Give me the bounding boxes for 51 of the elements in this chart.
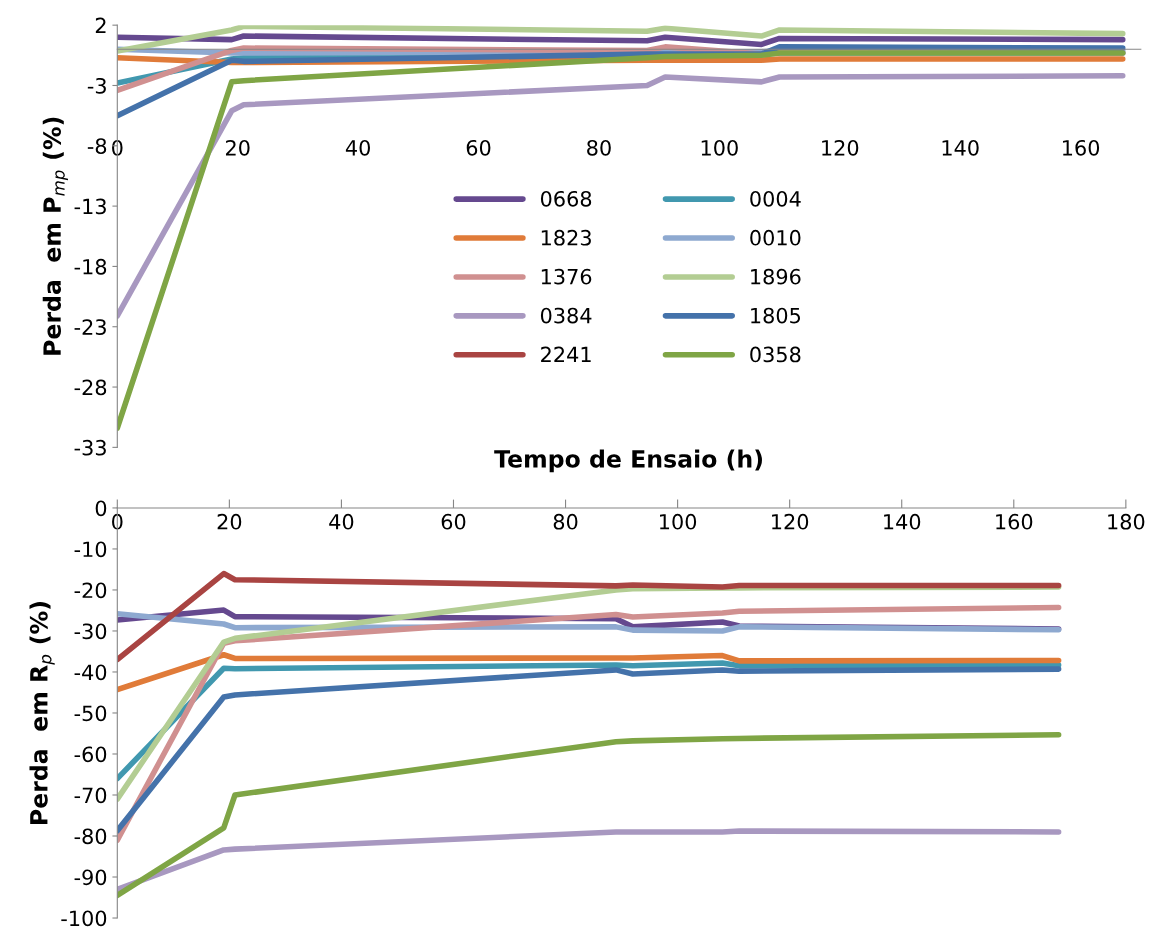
x-tick-label: 140 [942, 139, 979, 156]
y-tick-label: -30 [74, 623, 107, 640]
y-tick-label: -100 [61, 910, 107, 927]
y-tick-label: -80 [74, 828, 107, 845]
legend-label: 0384 [540, 307, 592, 324]
x-tick-label: 60 [441, 513, 466, 530]
x-tick-label: 180 [1108, 513, 1145, 530]
y-axis-title: Perda em R$_{p}$ (%) [29, 602, 55, 824]
y-tick-label: -8 [87, 138, 107, 154]
legend-label: 1376 [541, 268, 592, 285]
x-tick-label: 80 [553, 513, 578, 530]
x-tick-label: 0 [112, 513, 123, 530]
y-tick-label: -13 [74, 198, 106, 215]
legend-label: 1805 [751, 307, 801, 324]
x-tick-label: 120 [822, 139, 859, 156]
x-tick-label: 120 [772, 513, 809, 530]
x-tick-label: 100 [660, 513, 697, 530]
x-tick-label: 160 [996, 513, 1033, 530]
x-tick-label: 140 [884, 513, 921, 530]
legend-label: 1896 [751, 268, 801, 285]
y-tick-label: 2 [95, 17, 106, 34]
y-tick-label: -28 [74, 379, 107, 396]
y-tick-label: -40 [74, 664, 107, 681]
y-tick-label: -33 [74, 439, 106, 456]
y-tick-label: -60 [74, 746, 107, 763]
legend-label: 0668 [540, 190, 592, 207]
y-axis-title: Perda em P$_{mp}$ (%) [42, 117, 68, 355]
y-tick-label: -70 [74, 787, 107, 804]
y-tick-label: -20 [74, 582, 107, 599]
x-tick-label: 40 [345, 139, 370, 156]
x-tick-label: 100 [701, 139, 738, 156]
x-tick-label: 40 [329, 513, 354, 530]
legend-label: 0358 [750, 346, 801, 363]
legend-label: 0010 [750, 229, 801, 246]
x-tick-label: 20 [225, 139, 250, 156]
y-tick-label: -3 [87, 77, 106, 94]
x-axis-title: Tempo de Ensaio (h) [494, 449, 762, 473]
legend-label: 2241 [541, 346, 591, 363]
x-tick-label: 160 [1063, 139, 1100, 156]
legend-label: 0004 [750, 190, 801, 207]
legend-label: 1823 [541, 229, 591, 246]
x-tick-label: 0 [112, 139, 123, 156]
y-tick-label: -10 [74, 541, 107, 558]
x-tick-label: 60 [466, 139, 491, 156]
y-tick-label: -18 [74, 258, 107, 275]
x-tick-label: 80 [587, 139, 611, 156]
y-tick-label: 0 [95, 500, 107, 517]
y-tick-label: -23 [74, 319, 106, 335]
x-tick-label: 20 [217, 513, 242, 530]
y-tick-label: -90 [74, 869, 107, 886]
y-tick-label: -50 [74, 705, 107, 722]
